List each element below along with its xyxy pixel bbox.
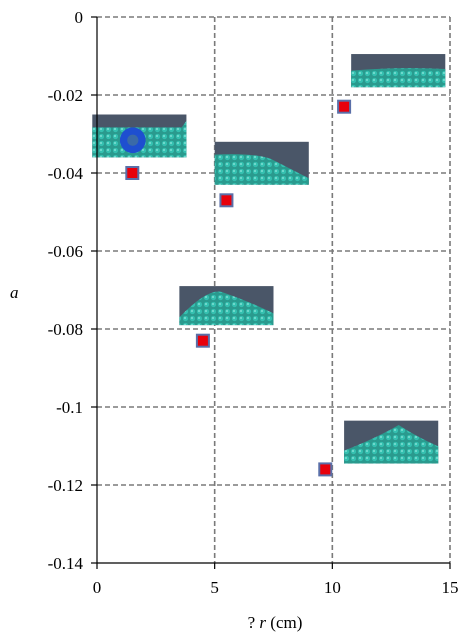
bead-pile: [179, 291, 274, 326]
x-tick-label: 10: [324, 578, 341, 597]
data-point: [318, 462, 333, 477]
inset-photos: [92, 54, 446, 464]
axes: [91, 16, 451, 569]
y-axis-label: a: [10, 283, 19, 302]
y-tick-label: -0.06: [48, 242, 83, 261]
y-tick-label: 0: [75, 8, 84, 27]
data-point: [195, 333, 210, 348]
y-tick-label: -0.08: [48, 320, 83, 339]
bead-pile: [344, 424, 439, 464]
inset-photo: [351, 54, 446, 88]
x-tick-label: 0: [93, 578, 102, 597]
inset-photo: [179, 286, 274, 326]
bead-pile: [214, 154, 309, 185]
data-point: [125, 166, 140, 180]
tick-labels: 0 -0.02 -0.04 -0.06 -0.08 -0.1 -0.12 -0.14 0 5 10 1…: [48, 8, 459, 597]
data-point: [219, 193, 234, 208]
y-tick-label: -0.1: [56, 398, 83, 417]
y-tick-label: -0.12: [48, 476, 83, 495]
inset-photo: [92, 114, 187, 158]
y-tick-label: -0.14: [48, 554, 84, 573]
data-markers: [125, 99, 352, 477]
x-tick-label: 5: [210, 578, 219, 597]
x-axis-label-unit: (cm): [266, 613, 302, 632]
x-tick-label: 15: [442, 578, 459, 597]
bead-pile: [351, 68, 446, 88]
x-axis-label-prefix: ?: [248, 613, 260, 632]
x-axis-label-variable: r: [259, 613, 266, 632]
data-point: [337, 99, 352, 114]
y-tick-label: -0.02: [48, 86, 83, 105]
inset-photo: [214, 141, 309, 185]
inset-photo: [344, 420, 439, 464]
y-tick-label: -0.04: [48, 164, 84, 183]
x-axis-label: ? r (cm): [248, 613, 303, 632]
intruder-ball-core: [127, 134, 139, 146]
